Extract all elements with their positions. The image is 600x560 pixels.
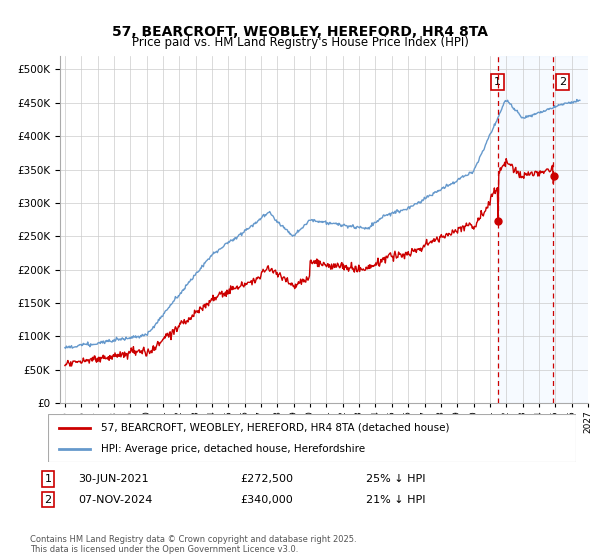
Bar xyxy=(497,56,600,403)
Text: £340,000: £340,000 xyxy=(240,494,293,505)
Text: HPI: Average price, detached house, Herefordshire: HPI: Average price, detached house, Here… xyxy=(101,444,365,454)
Text: 1: 1 xyxy=(44,474,52,484)
FancyBboxPatch shape xyxy=(48,414,576,462)
Text: Contains HM Land Registry data © Crown copyright and database right 2025.
This d: Contains HM Land Registry data © Crown c… xyxy=(30,535,356,554)
Text: 57, BEARCROFT, WEOBLEY, HEREFORD, HR4 8TA (detached house): 57, BEARCROFT, WEOBLEY, HEREFORD, HR4 8T… xyxy=(101,423,449,433)
Text: 1: 1 xyxy=(494,77,501,87)
Text: 07-NOV-2024: 07-NOV-2024 xyxy=(78,494,152,505)
Text: 57, BEARCROFT, WEOBLEY, HEREFORD, HR4 8TA: 57, BEARCROFT, WEOBLEY, HEREFORD, HR4 8T… xyxy=(112,25,488,39)
Text: 2: 2 xyxy=(559,77,566,87)
Text: 30-JUN-2021: 30-JUN-2021 xyxy=(78,474,149,484)
Text: Price paid vs. HM Land Registry's House Price Index (HPI): Price paid vs. HM Land Registry's House … xyxy=(131,36,469,49)
Text: 25% ↓ HPI: 25% ↓ HPI xyxy=(366,474,425,484)
Text: 2: 2 xyxy=(44,494,52,505)
Text: 21% ↓ HPI: 21% ↓ HPI xyxy=(366,494,425,505)
Text: £272,500: £272,500 xyxy=(240,474,293,484)
